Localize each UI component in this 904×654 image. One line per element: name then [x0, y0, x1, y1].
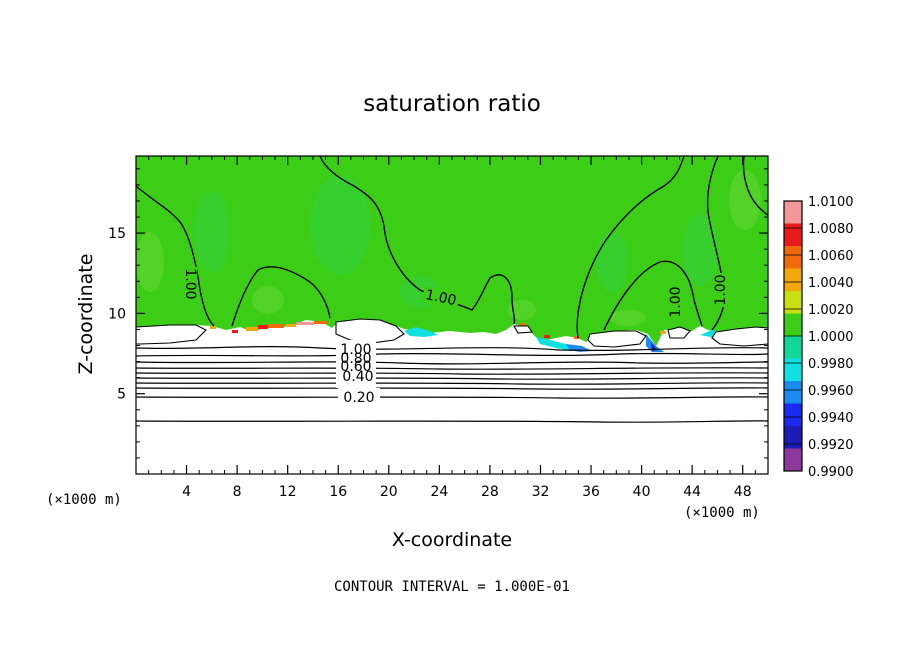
contour-lines-lower — [136, 346, 768, 423]
x-tick-label: 48 — [734, 484, 752, 500]
colorbar-swatch — [784, 336, 802, 359]
colorbar-label: 1.0040 — [808, 276, 854, 291]
x-tick-label: 36 — [582, 484, 600, 500]
colorbar-swatch — [784, 403, 802, 426]
colorbar-label: 0.9900 — [808, 465, 854, 480]
x-tick-label: 20 — [380, 484, 398, 500]
contour-label: 1.00 — [340, 342, 371, 358]
colorbar-swatch — [784, 426, 802, 449]
colorbar-swatch — [784, 381, 802, 404]
contour-label: 0.80 — [340, 351, 371, 367]
supersaturated-spots — [210, 321, 666, 339]
colorbar-label: 0.9940 — [808, 411, 854, 426]
x-tick-label: 44 — [683, 484, 701, 500]
y-tick-label: 5 — [117, 387, 126, 403]
colorbar-label: 0.9960 — [808, 384, 854, 399]
colorbar-swatch — [784, 246, 802, 269]
x-tick-label: 32 — [532, 484, 550, 500]
contour-label: 0.60 — [340, 359, 371, 375]
colorbar-swatch — [784, 448, 802, 471]
x-axis: 4 8 12 16 20 24 28 32 36 40 44 48 — [148, 156, 756, 500]
colorbar-swatch — [784, 358, 802, 381]
x-tick-label: 12 — [279, 484, 297, 500]
colorbar-label: 1.0020 — [808, 303, 854, 318]
contour-label-layer: 1.00 1.00 1.00 1.00 1.00 0.80 0.60 0.40 … — [181, 267, 730, 406]
x-tick-label: 8 — [233, 484, 242, 500]
x-tick-label: 28 — [481, 484, 499, 500]
chart-title: saturation ratio — [363, 91, 541, 117]
contour-label: 1.00 — [424, 287, 458, 309]
x-axis-label: X-coordinate — [392, 529, 512, 551]
x-tick-label: 40 — [633, 484, 651, 500]
saturated-layer — [136, 156, 768, 346]
contour-label: 0.20 — [343, 390, 374, 406]
x-unit-left: (×1000 m) — [46, 492, 122, 508]
colorbar-label: 1.0080 — [808, 222, 854, 237]
x-unit-right: (×1000 m) — [684, 505, 760, 521]
x-tick-label: 16 — [329, 484, 347, 500]
colorbar-swatch — [784, 291, 802, 314]
colorbar-label: 0.9920 — [808, 438, 854, 453]
colorbar-swatch — [784, 268, 802, 291]
y-tick-label: 10 — [108, 306, 126, 322]
x-tick-label: 24 — [430, 484, 448, 500]
colorbar-label: 0.9980 — [808, 357, 854, 372]
y-tick-label: 15 — [108, 226, 126, 242]
contour-label: 1.00 — [182, 268, 198, 299]
colorbar-swatch — [784, 201, 802, 224]
colorbar-label: 1.0000 — [808, 330, 854, 345]
colorbar: 0.9900 0.9920 0.9940 0.9960 0.9980 1.0000 1.00… — [783, 195, 854, 480]
y-axis: 5 10 15 — [108, 168, 768, 459]
x-tick-label: 4 — [182, 484, 191, 500]
plot-area: 1.00 1.00 1.00 1.00 1.00 0.80 0.60 0.40 … — [136, 156, 768, 474]
colorbar-swatch — [784, 313, 802, 336]
colorbar-label: 1.0060 — [808, 249, 854, 264]
field-mottling — [136, 170, 761, 326]
contour-label: 1.00 — [713, 274, 729, 305]
y-axis-label: Z-coordinate — [75, 254, 97, 375]
colorbar-swatch — [784, 223, 802, 246]
contour-label: 1.00 — [668, 286, 684, 317]
colorbar-label: 1.0100 — [808, 195, 854, 210]
cloud-interiors — [136, 318, 768, 348]
contour-interval-note: CONTOUR INTERVAL = 1.000E-01 — [334, 579, 570, 595]
contour-label: 0.40 — [342, 369, 373, 385]
